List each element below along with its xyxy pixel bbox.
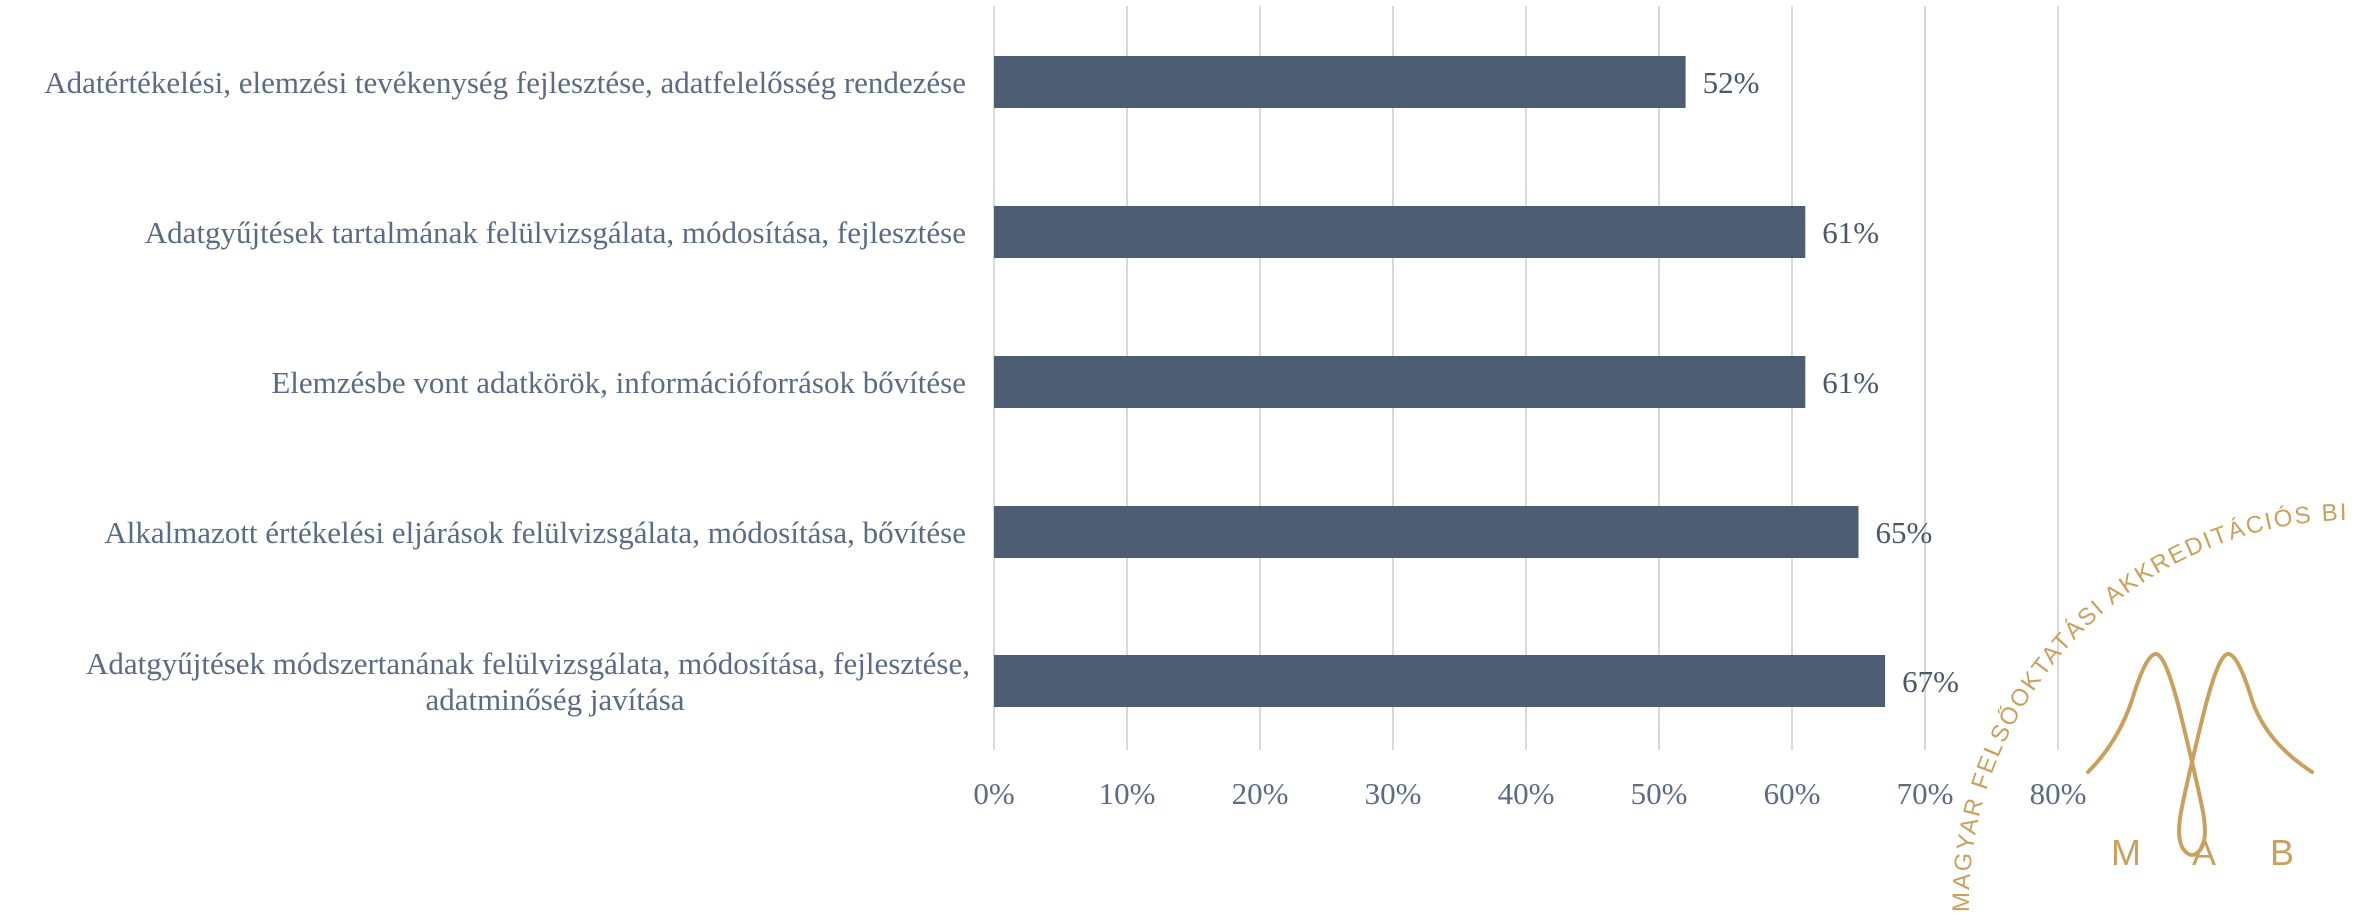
logo-letter-m: M [2111,832,2141,873]
logo-m-mark [2086,651,2314,857]
x-tick-label: 30% [1365,776,1422,811]
data-label: 52% [1703,65,1760,100]
bars [994,56,1886,707]
category-label: Adatértékelési, elemzési tevékenység fej… [44,65,966,100]
category-label-line-2: adatminőség javítása [425,682,684,717]
x-tick-label: 50% [1631,776,1688,811]
x-tick-label: 80% [2030,776,2087,811]
bar [994,356,1806,408]
category-label: Elemzésbe vont adatkörök, információforr… [271,365,966,400]
category-label: Alkalmazott értékelési eljárások felülvi… [104,515,966,550]
bar [994,206,1806,258]
x-tick-label: 40% [1498,776,1555,811]
logo-letter-b: B [2270,832,2294,873]
data-labels: 52% 61% 61% 65% 67% [1703,65,1959,699]
data-label: 67% [1902,664,1959,699]
category-label: Adatgyűjtések tartalmának felülvizsgálat… [145,215,966,250]
bar [994,56,1686,108]
x-tick-label: 70% [1897,776,1954,811]
category-label: Adatgyűjtések módszertanának felülvizsgá… [86,646,970,681]
data-label: 61% [1822,365,1879,400]
data-label: 65% [1876,515,1933,550]
x-axis-tick-labels: 0% 10% 20% 30% 40% 50% 60% 70% 80% [973,776,2086,811]
bar [994,506,1859,558]
x-tick-label: 10% [1099,776,1156,811]
data-label: 61% [1822,215,1879,250]
x-tick-label: 60% [1764,776,1821,811]
x-tick-label: 0% [973,776,1014,811]
category-labels: Adatértékelési, elemzési tevékenység fej… [44,65,970,717]
logo-letter-a: A [2192,832,2216,873]
x-tick-label: 20% [1232,776,1289,811]
bar [994,655,1886,707]
